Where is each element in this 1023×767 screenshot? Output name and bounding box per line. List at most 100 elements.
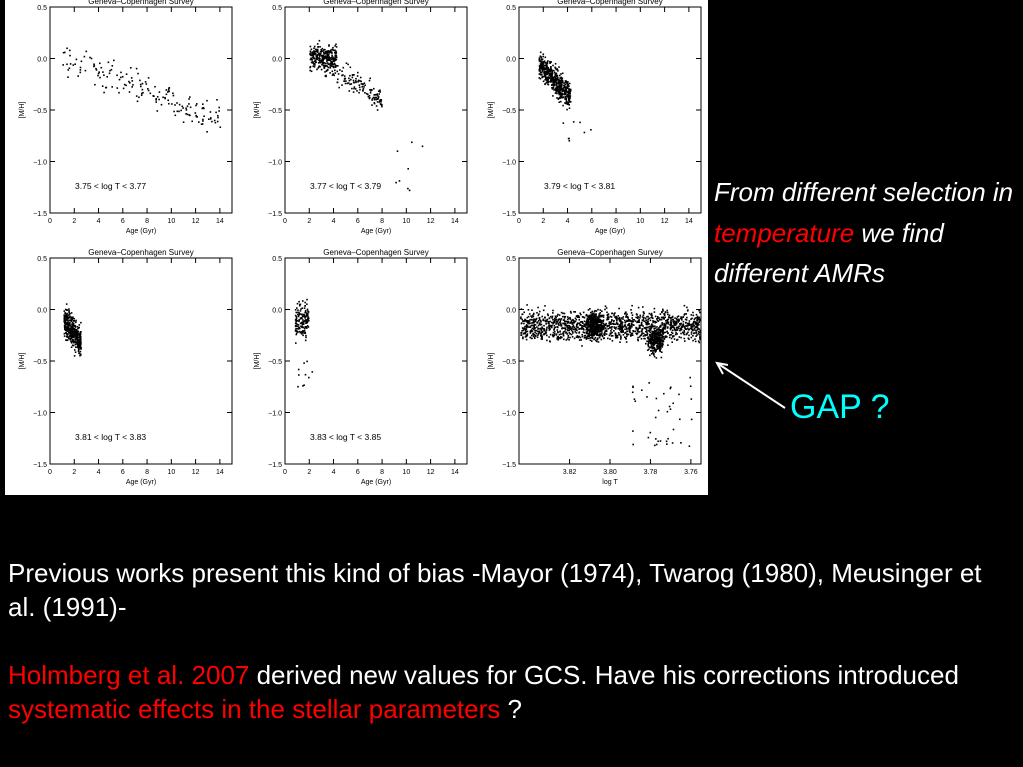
data-point	[67, 318, 69, 320]
data-point	[686, 327, 689, 330]
data-point	[324, 51, 327, 53]
data-point	[93, 63, 95, 65]
data-point	[369, 77, 371, 80]
data-point	[643, 312, 645, 315]
data-point	[90, 57, 93, 60]
data-point	[79, 338, 81, 341]
data-point	[311, 51, 314, 53]
data-point	[626, 335, 628, 338]
data-point	[632, 385, 634, 388]
data-point	[650, 327, 652, 330]
data-point	[521, 322, 523, 324]
data-point	[298, 304, 301, 307]
data-point	[122, 87, 125, 90]
data-point	[605, 333, 608, 335]
data-point	[333, 74, 335, 77]
data-point	[652, 342, 655, 344]
side-caption-start: From different selection in	[714, 177, 1014, 207]
data-point	[591, 326, 594, 329]
data-point	[533, 336, 536, 339]
data-point	[655, 332, 657, 335]
data-point	[295, 324, 297, 327]
data-point	[564, 95, 567, 98]
data-point	[106, 76, 108, 78]
data-point	[671, 315, 674, 318]
data-point	[610, 323, 612, 325]
data-point	[297, 314, 300, 317]
data-point	[209, 118, 212, 120]
data-point	[566, 318, 569, 321]
data-point	[674, 321, 677, 324]
data-point	[582, 311, 585, 314]
data-point	[611, 312, 614, 315]
data-point	[520, 316, 522, 318]
y-axis-label: [M/H]	[488, 102, 495, 119]
data-point	[635, 332, 637, 335]
data-point	[531, 314, 534, 317]
data-point	[600, 327, 602, 329]
data-point	[352, 91, 355, 93]
data-point	[641, 328, 643, 330]
data-point	[315, 54, 318, 57]
data-point	[531, 334, 533, 337]
data-point	[570, 333, 573, 336]
data-point	[654, 327, 657, 329]
data-point	[548, 74, 550, 77]
data-point	[327, 63, 330, 65]
data-point	[586, 330, 588, 333]
data-point	[556, 92, 558, 95]
data-point	[655, 357, 658, 359]
data-point	[368, 95, 371, 97]
data-point	[65, 339, 67, 341]
data-point	[635, 313, 638, 315]
data-point	[631, 317, 633, 319]
data-point	[333, 49, 335, 52]
data-point	[305, 336, 307, 339]
data-point	[602, 322, 605, 325]
data-point	[654, 342, 656, 345]
y-tick-label: −0.5	[33, 108, 47, 115]
data-point	[586, 320, 588, 323]
data-point	[329, 51, 332, 53]
data-point	[356, 75, 359, 77]
data-point	[561, 81, 563, 84]
data-point	[675, 318, 678, 320]
data-point	[583, 337, 586, 339]
data-point	[612, 322, 615, 325]
data-point	[647, 315, 649, 318]
data-point	[78, 336, 80, 339]
data-point	[546, 318, 549, 321]
data-point	[688, 334, 690, 337]
data-point	[609, 322, 612, 324]
data-point	[172, 94, 175, 97]
data-point	[627, 319, 630, 321]
data-point	[564, 80, 567, 82]
data-point	[642, 335, 645, 337]
data-point	[622, 318, 624, 320]
data-point	[553, 89, 555, 91]
data-point	[673, 338, 676, 340]
data-point	[76, 335, 78, 338]
data-point	[295, 320, 298, 322]
data-point	[620, 326, 622, 328]
data-point	[200, 123, 203, 125]
data-point	[657, 340, 660, 342]
data-point	[335, 52, 338, 54]
data-point	[597, 326, 599, 329]
data-point	[116, 87, 119, 89]
data-point	[323, 67, 326, 69]
data-point	[125, 84, 127, 87]
data-point	[564, 93, 567, 95]
data-point	[544, 305, 546, 307]
y-tick-label: −1.5	[502, 462, 516, 469]
data-point	[653, 325, 655, 328]
data-point	[615, 334, 617, 336]
data-point	[68, 311, 70, 314]
data-point	[308, 376, 310, 379]
data-point	[545, 81, 548, 84]
data-point	[647, 436, 650, 439]
data-point	[97, 74, 99, 77]
data-point	[695, 313, 698, 316]
data-point	[661, 344, 663, 346]
data-point	[324, 71, 326, 73]
